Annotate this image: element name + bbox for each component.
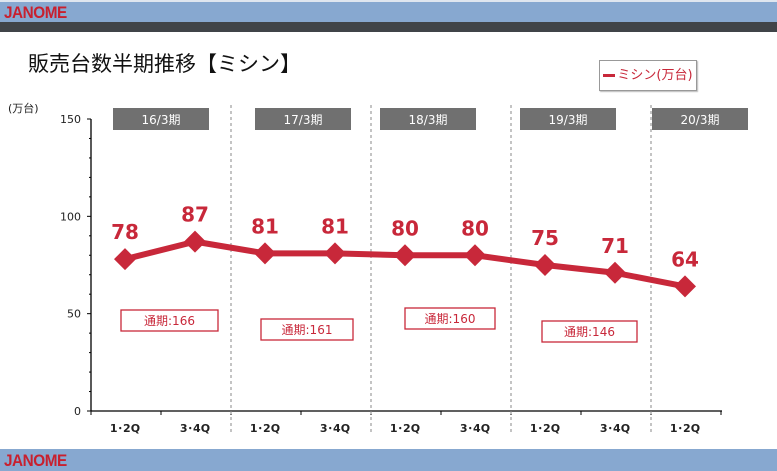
period-label: 19/3期 — [549, 113, 588, 127]
x-tick-label: 1･2Q — [110, 422, 140, 435]
data-label: 81 — [321, 214, 349, 238]
data-point — [324, 242, 346, 265]
data-point — [184, 230, 206, 253]
annual-total-box — [260, 318, 354, 341]
data-label: 64 — [671, 247, 699, 271]
legend-label: ミシン(万台) — [617, 68, 693, 83]
header-divider — [0, 22, 777, 32]
footer-band — [0, 449, 777, 471]
page-title: 販売台数半期推移【ミシン】 — [28, 52, 301, 76]
period-label-box — [380, 108, 476, 130]
x-tick-label: 3･4Q — [600, 422, 630, 435]
data-label: 87 — [181, 203, 209, 227]
data-point — [534, 254, 556, 276]
x-tick-label: 3･4Q — [180, 422, 210, 435]
period-label: 17/3期 — [284, 113, 323, 127]
annual-total-box — [404, 307, 496, 330]
period-label: 16/3期 — [142, 113, 181, 127]
annual-total-label: 通期:161 — [282, 323, 333, 337]
data-point — [114, 248, 136, 271]
y-tick-label: 0 — [74, 405, 81, 418]
data-point — [604, 261, 626, 284]
x-tick-label: 3･4Q — [320, 422, 350, 435]
data-label: 81 — [251, 214, 279, 238]
data-label: 75 — [531, 226, 559, 250]
annual-total-box — [120, 309, 219, 332]
data-label: 78 — [111, 220, 139, 244]
data-point — [674, 275, 696, 298]
x-tick-label: 3･4Q — [460, 422, 490, 435]
x-tick-label: 1･2Q — [250, 422, 280, 435]
y-tick-label: 50 — [67, 308, 81, 321]
annual-total-label: 通期:160 — [425, 312, 476, 326]
data-point — [254, 242, 276, 265]
x-tick-label: 1･2Q — [530, 422, 560, 435]
period-label-box — [652, 108, 748, 130]
annual-total-label: 通期:166 — [144, 314, 195, 328]
period-label-box — [520, 108, 616, 130]
data-label: 80 — [461, 216, 489, 240]
y-tick-label: 100 — [60, 210, 81, 223]
janome-logo-footer: JANOME — [4, 451, 67, 470]
x-tick-label: 1･2Q — [390, 422, 420, 435]
legend-swatch — [603, 74, 616, 77]
annual-total-box — [541, 320, 638, 343]
header-band — [0, 0, 777, 22]
data-point — [464, 244, 486, 267]
janome-logo: JANOME — [4, 3, 67, 22]
x-tick-label: 1･2Q — [670, 422, 700, 435]
period-label-box — [255, 108, 351, 130]
period-label: 18/3期 — [409, 113, 448, 127]
data-point — [394, 244, 416, 267]
y-axis-unit: (万台) — [8, 102, 39, 115]
annual-total-label: 通期:146 — [564, 325, 615, 339]
period-label-box — [113, 108, 209, 130]
y-tick-label: 150 — [60, 113, 81, 126]
data-label: 80 — [391, 216, 419, 240]
period-label: 20/3期 — [681, 113, 720, 127]
chart-legend: ミシン(万台) — [599, 60, 697, 91]
data-label: 71 — [601, 234, 629, 258]
